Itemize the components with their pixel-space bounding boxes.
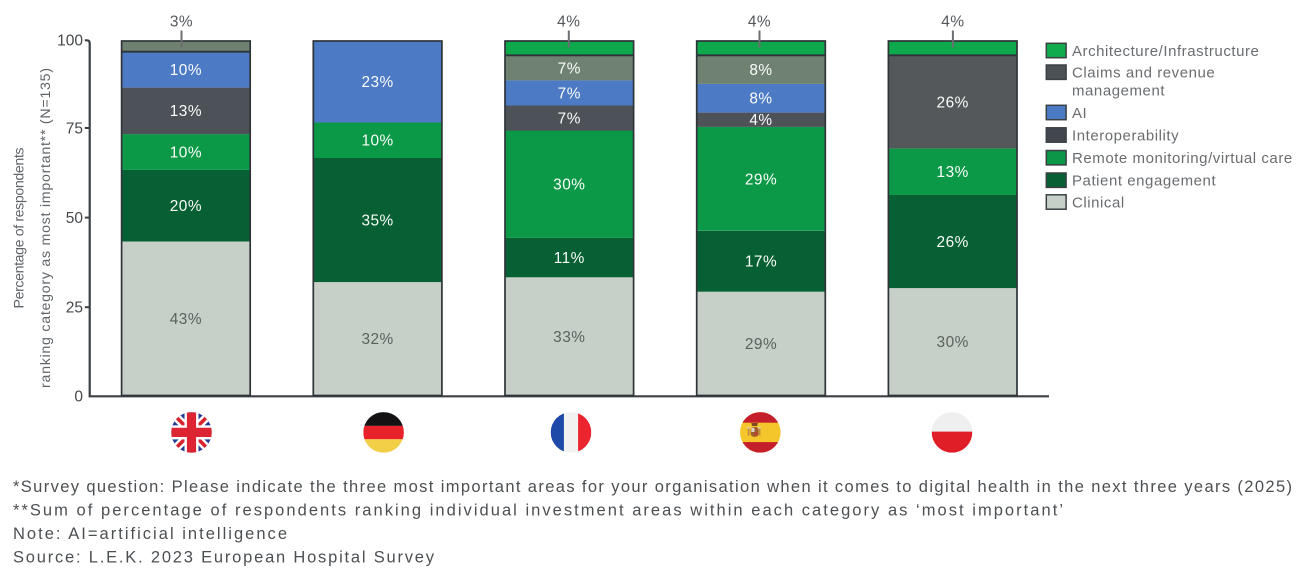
svg-text:7%: 7% [558, 60, 581, 77]
svg-text:10%: 10% [170, 62, 202, 79]
svg-text:10%: 10% [170, 144, 202, 161]
svg-text:13%: 13% [170, 103, 202, 120]
svg-text:Claims and revenue: Claims and revenue [1072, 65, 1215, 82]
svg-text:7%: 7% [558, 85, 581, 102]
svg-text:23%: 23% [361, 74, 393, 91]
svg-text:43%: 43% [170, 311, 202, 328]
svg-text:30%: 30% [553, 177, 585, 194]
svg-text:26%: 26% [937, 94, 969, 111]
svg-text:25: 25 [66, 300, 83, 317]
svg-text:Patient engagement: Patient engagement [1072, 173, 1216, 190]
svg-text:50: 50 [66, 210, 84, 227]
svg-text:8%: 8% [749, 62, 772, 79]
svg-text:11%: 11% [554, 250, 585, 267]
svg-text:33%: 33% [553, 329, 585, 346]
svg-text:4%: 4% [941, 14, 964, 31]
svg-text:32%: 32% [361, 331, 393, 348]
svg-text:Percentage of respondents: Percentage of respondents [12, 148, 28, 309]
svg-text:AI: AI [1072, 105, 1087, 122]
svg-text:4%: 4% [748, 14, 771, 31]
svg-text:ranking category as most impor: ranking category as most important** (N=… [38, 68, 54, 388]
svg-text:*Survey question: Please indic: *Survey question: Please indicate the th… [13, 478, 1292, 496]
svg-text:75: 75 [66, 120, 83, 137]
svg-text:29%: 29% [745, 171, 777, 188]
svg-text:7%: 7% [558, 110, 581, 127]
svg-text:100: 100 [57, 33, 83, 50]
svg-text:0: 0 [74, 389, 83, 406]
svg-text:**Sum of percentage of respond: **Sum of percentage of respondents ranki… [13, 502, 1063, 520]
svg-text:13%: 13% [937, 164, 969, 181]
svg-text:Note: AI=artificial intelligen: Note: AI=artificial intelligence [13, 525, 287, 543]
svg-text:Clinical: Clinical [1072, 194, 1125, 211]
svg-text:30%: 30% [937, 334, 969, 351]
svg-text:26%: 26% [937, 234, 969, 251]
svg-text:29%: 29% [745, 336, 777, 353]
svg-text:Interoperability: Interoperability [1072, 127, 1179, 144]
svg-text:Architecture/Infrastructure: Architecture/Infrastructure [1072, 43, 1259, 60]
svg-text:35%: 35% [361, 212, 393, 229]
svg-text:17%: 17% [745, 254, 777, 271]
svg-text:8%: 8% [749, 91, 772, 108]
svg-text:Remote monitoring/virtual care: Remote monitoring/virtual care [1072, 150, 1293, 167]
svg-text:20%: 20% [170, 198, 202, 215]
svg-text:4%: 4% [749, 112, 772, 129]
svg-text:management: management [1072, 83, 1165, 100]
svg-text:10%: 10% [361, 133, 393, 150]
svg-text:3%: 3% [170, 14, 193, 31]
svg-text:4%: 4% [557, 14, 580, 31]
